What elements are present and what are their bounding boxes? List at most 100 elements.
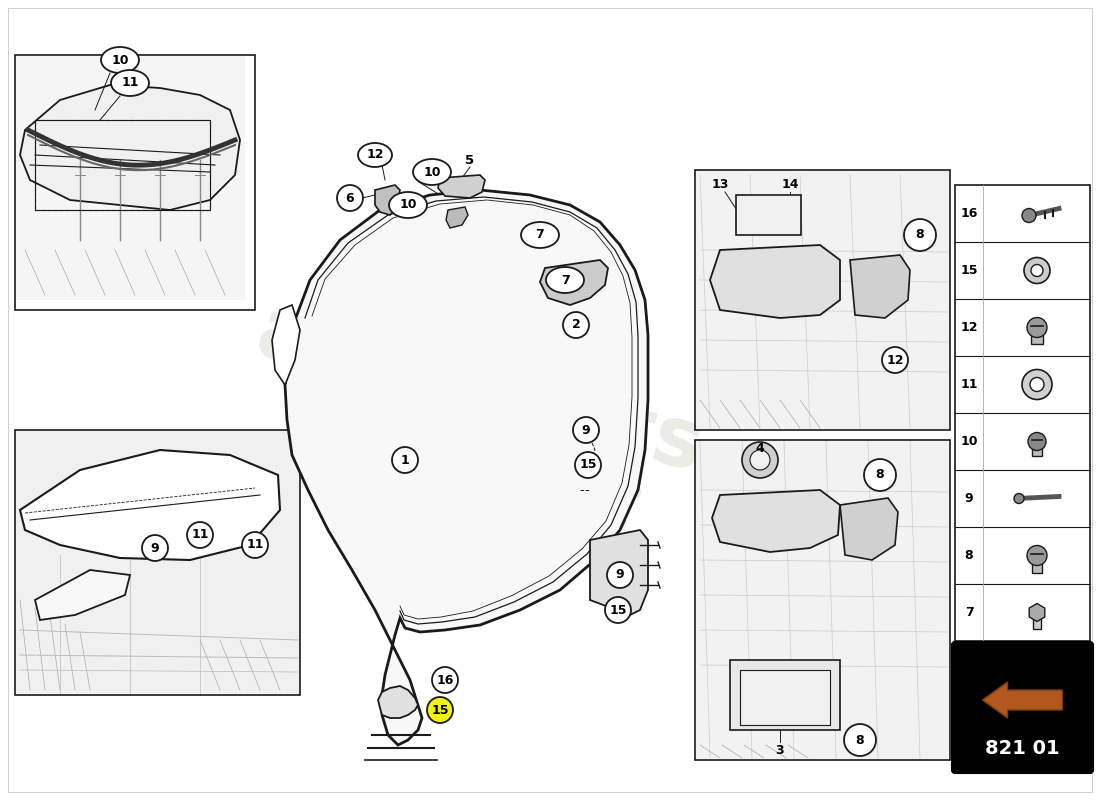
Text: 7: 7 <box>536 229 544 242</box>
Polygon shape <box>272 305 300 385</box>
Circle shape <box>1027 546 1047 566</box>
Text: a passion for parts since 1985: a passion for parts since 1985 <box>315 397 646 503</box>
Circle shape <box>242 532 268 558</box>
Circle shape <box>1014 494 1024 503</box>
Circle shape <box>427 697 453 723</box>
Polygon shape <box>35 570 130 620</box>
Text: 11: 11 <box>960 378 978 391</box>
Polygon shape <box>20 450 281 560</box>
Polygon shape <box>375 185 400 215</box>
Ellipse shape <box>358 143 392 167</box>
Text: 8: 8 <box>915 229 924 242</box>
Ellipse shape <box>389 192 427 218</box>
Circle shape <box>1030 378 1044 391</box>
Text: 8: 8 <box>965 549 974 562</box>
Bar <box>695 440 950 760</box>
Bar <box>1031 327 1043 343</box>
Polygon shape <box>438 175 485 198</box>
Text: 16: 16 <box>437 674 453 686</box>
Text: 14: 14 <box>781 178 799 191</box>
Circle shape <box>750 450 770 470</box>
Circle shape <box>844 724 876 756</box>
Circle shape <box>573 417 600 443</box>
Circle shape <box>392 447 418 473</box>
Polygon shape <box>16 56 245 300</box>
Circle shape <box>605 597 631 623</box>
Text: 12: 12 <box>366 149 384 162</box>
FancyBboxPatch shape <box>952 642 1093 773</box>
Text: 2: 2 <box>572 318 581 331</box>
Ellipse shape <box>521 222 559 248</box>
Bar <box>15 430 300 695</box>
Ellipse shape <box>546 267 584 293</box>
Polygon shape <box>540 260 608 305</box>
Polygon shape <box>710 245 840 318</box>
Polygon shape <box>840 498 898 560</box>
Text: 12: 12 <box>960 321 978 334</box>
Circle shape <box>1031 265 1043 277</box>
Text: 15: 15 <box>960 264 978 277</box>
Bar <box>1033 613 1041 629</box>
Circle shape <box>187 522 213 548</box>
Circle shape <box>337 185 363 211</box>
Polygon shape <box>1030 603 1045 622</box>
Circle shape <box>1028 433 1046 450</box>
Circle shape <box>1022 370 1052 399</box>
Text: 3: 3 <box>776 743 784 757</box>
Polygon shape <box>982 682 1063 718</box>
Ellipse shape <box>101 47 139 73</box>
Text: 13: 13 <box>712 178 728 191</box>
Text: 5: 5 <box>465 154 474 166</box>
Text: 8: 8 <box>876 469 884 482</box>
Polygon shape <box>590 530 648 615</box>
Text: 821 01: 821 01 <box>986 738 1059 758</box>
Text: autoparts: autoparts <box>248 291 713 489</box>
Polygon shape <box>20 85 240 210</box>
Bar <box>35 120 210 210</box>
Text: 15: 15 <box>431 703 449 717</box>
Text: 9: 9 <box>616 569 625 582</box>
Bar <box>730 660 840 730</box>
Bar <box>35 120 210 210</box>
Text: 15: 15 <box>580 458 596 471</box>
Circle shape <box>742 442 778 478</box>
Polygon shape <box>696 441 949 759</box>
Polygon shape <box>850 255 910 318</box>
Polygon shape <box>16 431 299 694</box>
Text: 1: 1 <box>400 454 409 466</box>
Bar <box>740 670 830 725</box>
Bar <box>15 55 255 310</box>
Text: 10: 10 <box>960 435 978 448</box>
Circle shape <box>607 562 632 588</box>
Circle shape <box>904 219 936 251</box>
Circle shape <box>575 452 601 478</box>
Text: 15: 15 <box>609 603 627 617</box>
Bar <box>695 170 950 430</box>
Circle shape <box>1024 258 1050 283</box>
Bar <box>736 195 801 235</box>
Text: 4: 4 <box>756 442 764 454</box>
Bar <box>1032 442 1042 455</box>
Ellipse shape <box>111 70 148 96</box>
Text: 9: 9 <box>582 423 591 437</box>
Ellipse shape <box>412 159 451 185</box>
Text: 12: 12 <box>887 354 904 366</box>
Polygon shape <box>285 190 648 745</box>
Text: 6: 6 <box>345 191 354 205</box>
Text: 9: 9 <box>151 542 160 554</box>
Text: 16: 16 <box>960 207 978 220</box>
Text: 11: 11 <box>121 77 139 90</box>
Text: 10: 10 <box>424 166 441 178</box>
Circle shape <box>1027 318 1047 338</box>
Text: 9: 9 <box>965 492 974 505</box>
Circle shape <box>864 459 896 491</box>
Polygon shape <box>378 686 418 718</box>
Text: 8: 8 <box>856 734 865 746</box>
Circle shape <box>432 667 458 693</box>
Text: 11: 11 <box>246 538 264 551</box>
Bar <box>955 185 1090 641</box>
Bar <box>1032 555 1042 573</box>
Polygon shape <box>712 490 840 552</box>
Text: 10: 10 <box>399 198 417 211</box>
Polygon shape <box>446 207 468 228</box>
